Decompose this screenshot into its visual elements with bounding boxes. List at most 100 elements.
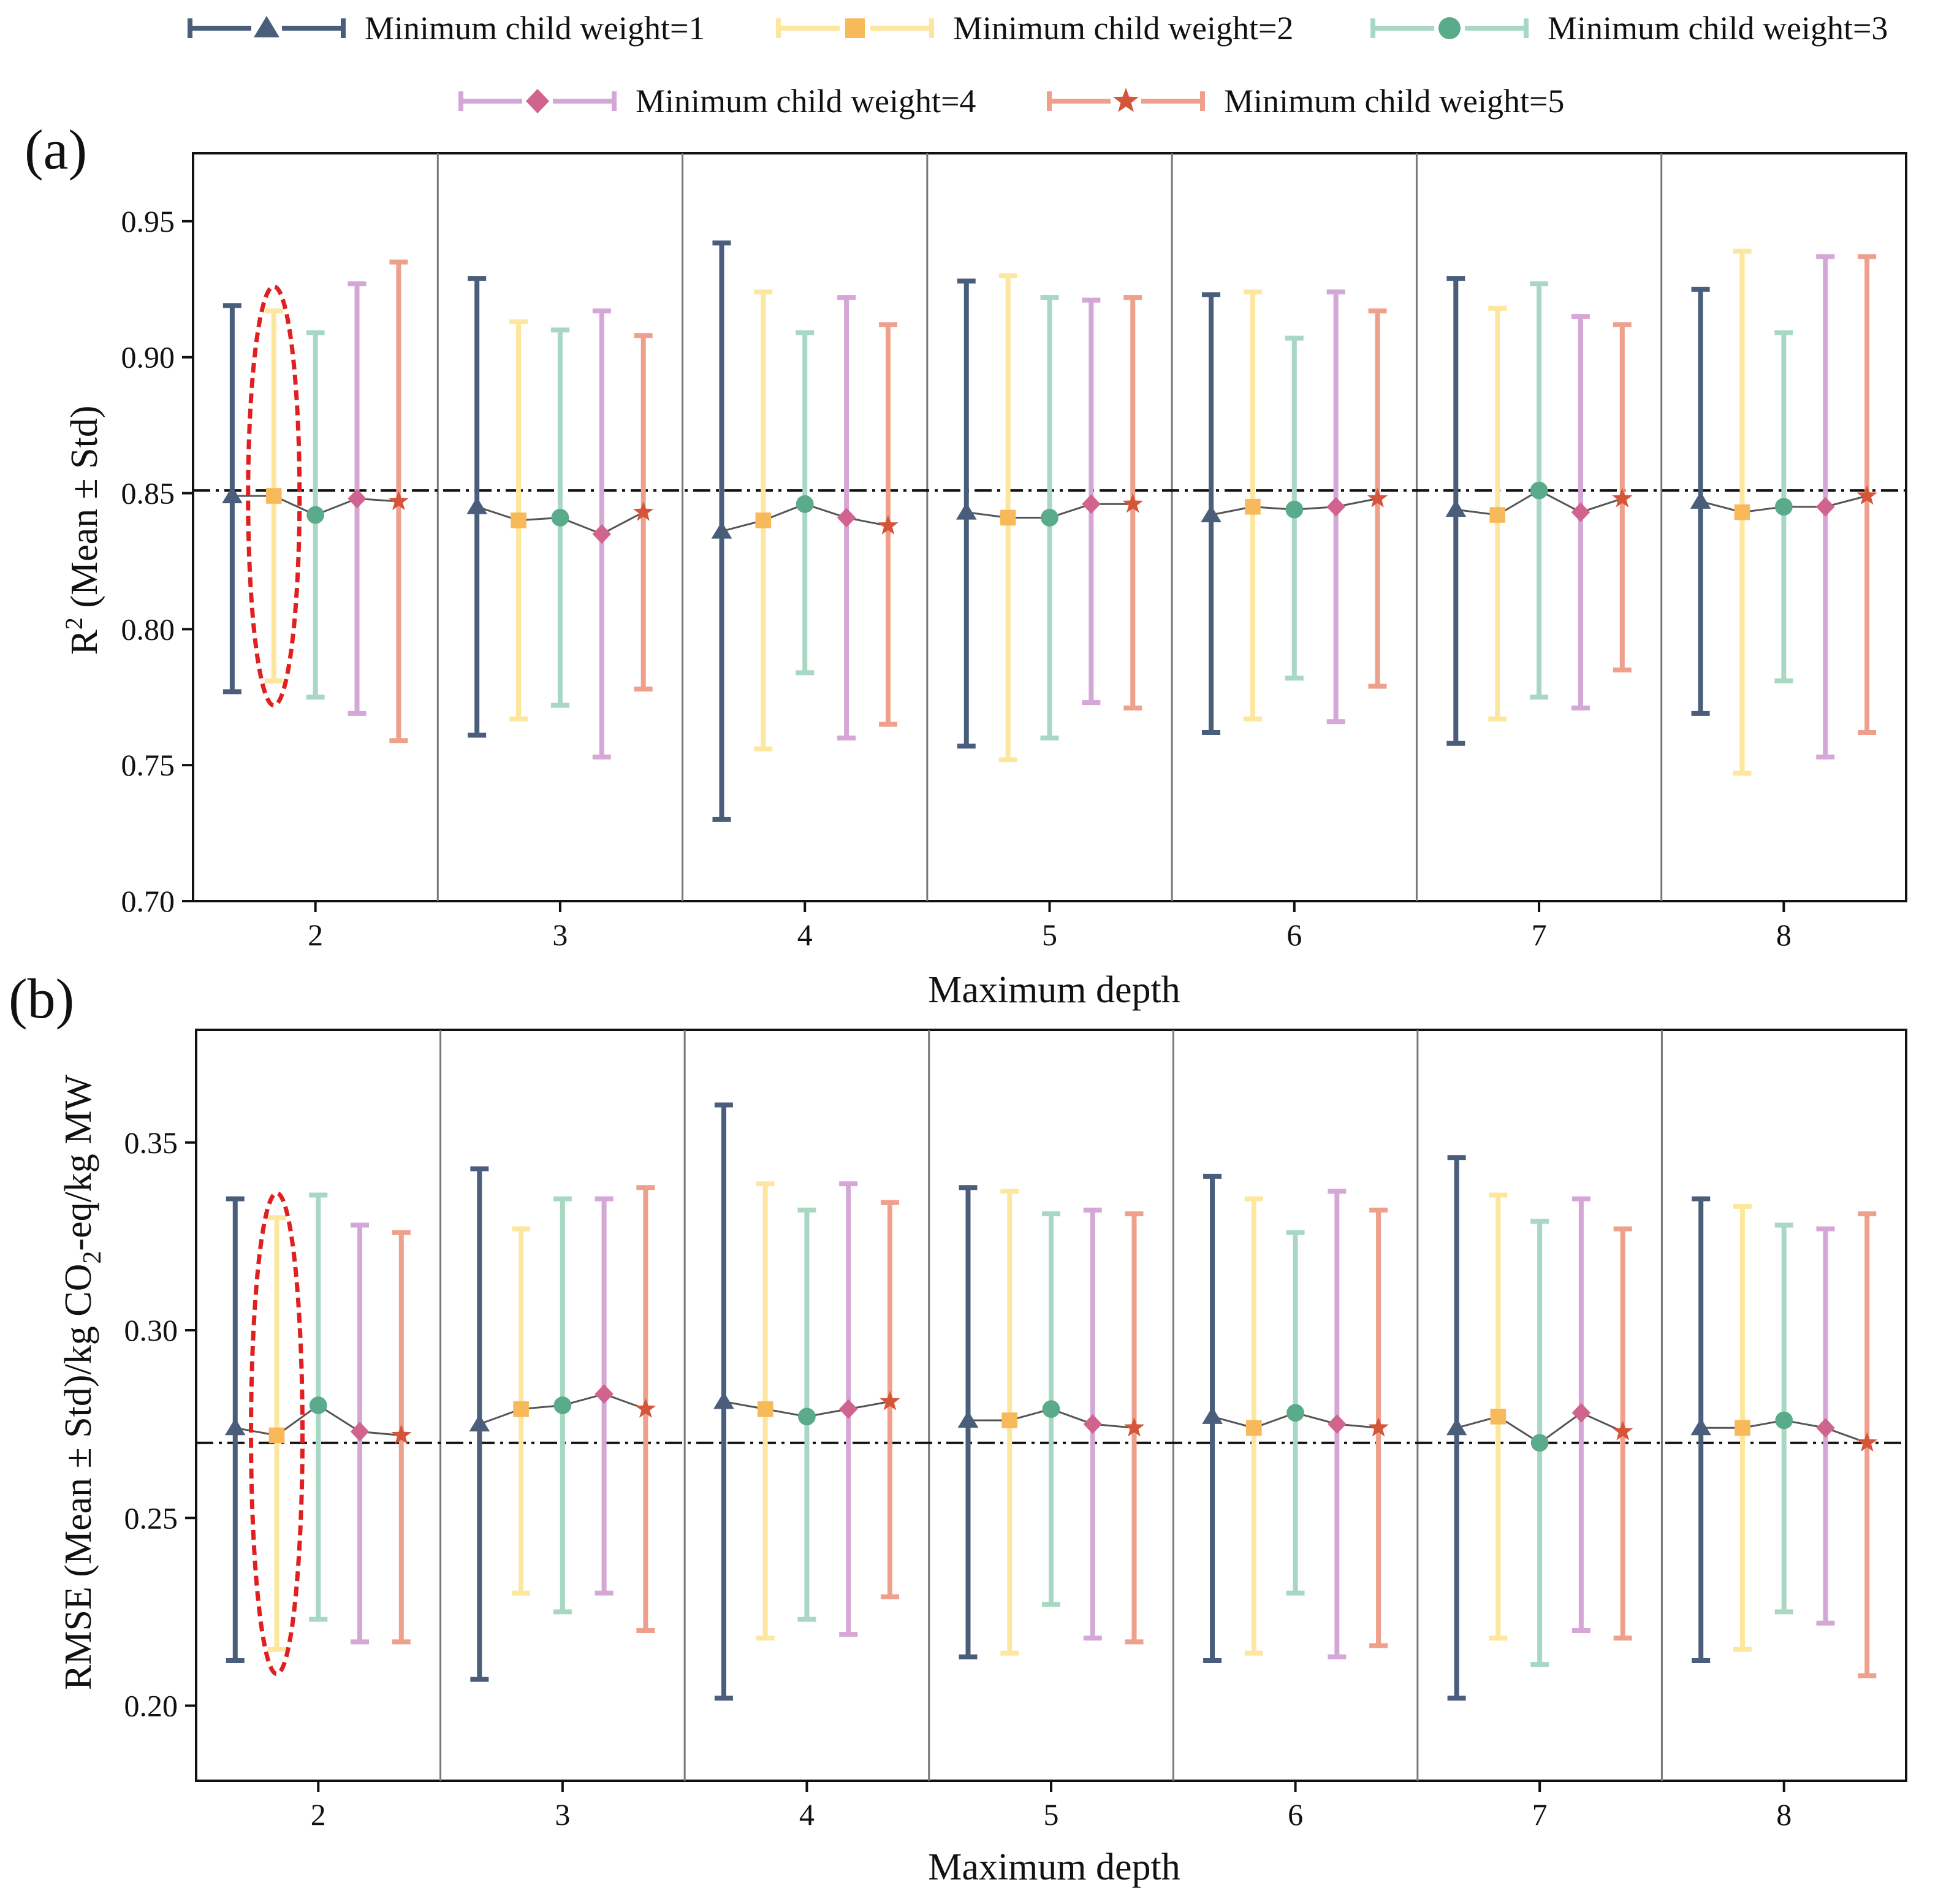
mean-marker-diamond <box>1571 1403 1591 1423</box>
mean-marker-square <box>265 488 282 504</box>
legend-item: Minimum child weight=1 <box>188 10 705 47</box>
y-tick-label: 0.80 <box>121 612 175 646</box>
mean-marker-square <box>1490 1409 1507 1425</box>
y-tick-label: 0.30 <box>124 1313 178 1347</box>
legend-label: Minimum child weight=4 <box>636 83 976 120</box>
mean-marker-diamond <box>1571 502 1590 522</box>
highlight-ellipse <box>246 284 302 708</box>
mean-marker-circle <box>796 495 814 513</box>
x-tick-label: 2 <box>311 1797 326 1832</box>
y-tick-label: 0.25 <box>124 1501 178 1535</box>
mean-marker-diamond <box>1816 1418 1835 1438</box>
mean-marker-star <box>635 1398 656 1418</box>
highlight-ellipse <box>249 1190 305 1677</box>
legend-item: Minimum child weight=3 <box>1370 10 1888 47</box>
panel-a-x-axis-label: Maximum depth <box>928 969 1180 1011</box>
mean-marker-triangle <box>1445 500 1467 517</box>
mean-marker-triangle <box>713 1392 734 1409</box>
mean-marker-square <box>1246 1420 1262 1436</box>
x-tick-label: 8 <box>1776 1797 1792 1832</box>
x-tick-label: 6 <box>1288 1797 1303 1832</box>
x-tick-label: 5 <box>1044 1797 1059 1832</box>
mean-marker-star <box>1612 487 1633 508</box>
mean-marker-circle <box>309 1396 327 1414</box>
mean-marker-star <box>1856 485 1877 505</box>
legend-marker-square <box>845 18 865 38</box>
x-tick-label: 5 <box>1042 918 1057 952</box>
mean-marker-triangle <box>1690 491 1711 509</box>
panel-b-y-axis-label: RMSE (Mean ± Std)/kg CO2-eq/kg MW <box>58 1075 107 1690</box>
mean-marker-square <box>1000 509 1016 526</box>
legend-item: Minimum child weight=2 <box>776 10 1293 47</box>
mean-marker-star <box>1367 487 1388 508</box>
x-tick-label: 6 <box>1286 918 1302 952</box>
mean-marker-diamond <box>837 508 856 528</box>
legend-marker-triangle <box>254 16 279 37</box>
y-tick-label: 0.20 <box>124 1689 178 1723</box>
y-tick-label: 0.35 <box>124 1125 178 1160</box>
mean-marker-square <box>268 1427 285 1444</box>
panel-a-y-axis-label: R2 (Mean ± Std) <box>60 405 105 655</box>
legend-label: Minimum child weight=3 <box>1548 10 1888 47</box>
mean-marker-triangle <box>466 497 487 514</box>
mean-marker-circle <box>1042 1400 1060 1418</box>
y-tick-label: 0.95 <box>121 204 175 238</box>
legend-item: Minimum child weight=5 <box>1047 83 1564 120</box>
legend-marker-diamond <box>526 89 549 113</box>
mean-marker-circle <box>1285 500 1304 519</box>
legend-label: Minimum child weight=1 <box>365 10 705 47</box>
mean-marker-square <box>1734 504 1750 520</box>
y-tick-label: 0.90 <box>121 340 175 375</box>
mean-marker-circle <box>553 1396 572 1414</box>
y-tick-label: 0.75 <box>121 748 175 782</box>
legend-label: Minimum child weight=5 <box>1224 83 1564 120</box>
panel-a-plot: 0.70 0.75 0.80 0.85 0.90 0.95 2 3 4 5 6 7 8 <box>121 152 1907 952</box>
mean-marker-square <box>1001 1412 1018 1428</box>
mean-marker-triangle <box>1202 1406 1223 1424</box>
mean-marker-diamond <box>1326 497 1345 517</box>
panel-b-x-axis-label: Maximum depth <box>928 1846 1180 1888</box>
mean-marker-diamond <box>1816 497 1835 517</box>
mean-marker-square <box>513 1401 529 1417</box>
mean-marker-star <box>1122 493 1143 513</box>
mean-marker-diamond <box>595 1384 614 1404</box>
mean-marker-square <box>1245 498 1261 515</box>
mean-marker-triangle <box>711 521 732 539</box>
mean-marker-diamond <box>838 1399 858 1419</box>
mean-marker-triangle <box>224 1418 246 1436</box>
mean-marker-diamond <box>348 489 367 509</box>
mean-marker-star <box>633 501 654 521</box>
x-tick-label: 3 <box>552 918 568 952</box>
panel-label-b: (b) <box>9 967 74 1030</box>
x-tick-label: 2 <box>308 918 323 952</box>
panel-b-plot: 0.20 0.25 0.30 0.35 2 3 4 5 6 7 8 <box>124 1029 1907 1832</box>
mean-marker-circle <box>1530 1434 1549 1452</box>
mean-marker-circle <box>1530 481 1548 500</box>
mean-marker-diamond <box>1328 1414 1347 1434</box>
mean-marker-triangle <box>957 1411 979 1428</box>
mean-marker-star <box>388 490 409 511</box>
mean-marker-square <box>1735 1420 1750 1436</box>
legend-item: Minimum child weight=4 <box>458 83 976 120</box>
mean-marker-triangle <box>1201 505 1222 523</box>
y-tick-label: 0.85 <box>121 476 175 511</box>
mean-marker-star <box>880 1390 900 1411</box>
mean-marker-triangle <box>1446 1418 1467 1436</box>
y-tick-label: 0.70 <box>121 884 175 918</box>
mean-marker-circle <box>1775 1411 1793 1430</box>
x-tick-label: 7 <box>1532 918 1547 952</box>
mean-marker-star <box>391 1424 412 1444</box>
x-tick-label: 8 <box>1776 918 1792 952</box>
mean-marker-star <box>878 515 899 535</box>
legend-marker-star <box>1113 88 1139 112</box>
mean-marker-square <box>1489 507 1505 523</box>
mean-marker-triangle <box>1690 1418 1711 1436</box>
mean-marker-square <box>757 1401 773 1417</box>
legend-marker-circle <box>1438 17 1461 39</box>
mean-marker-square <box>511 512 526 528</box>
mean-marker-circle <box>798 1407 816 1426</box>
mean-marker-star <box>1856 1432 1877 1452</box>
mean-marker-star <box>1612 1420 1633 1441</box>
x-tick-label: 4 <box>799 1797 815 1832</box>
